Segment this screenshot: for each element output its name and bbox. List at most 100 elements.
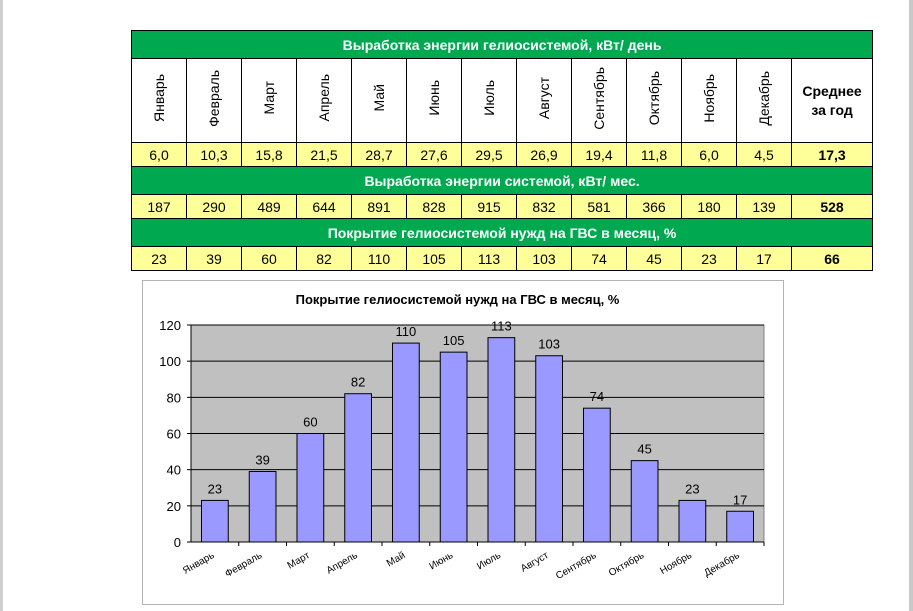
month-label: Декабрь — [756, 70, 772, 126]
bar-8 — [535, 355, 563, 543]
x-tick-label: Июнь — [428, 550, 456, 572]
value-cell: 15,8 — [241, 142, 297, 167]
month-header-6: Июнь — [406, 58, 462, 143]
month-header-3: Март — [241, 58, 297, 143]
value-cell: 6,0 — [131, 142, 187, 167]
value-cell: 74 — [571, 246, 627, 271]
data-label: 113 — [491, 319, 512, 334]
month-header-12: Декабрь — [736, 58, 792, 143]
bar-6 — [439, 351, 468, 543]
month-header-8: Август — [516, 58, 572, 143]
daily-energy-row: 6,0 10,3 15,8 21,5 28,7 27,6 29,5 26,9 19,4 11,8 6… — [131, 142, 874, 167]
month-label: Апрель — [316, 74, 332, 122]
annual-average-label-line1: Среднее — [802, 82, 862, 99]
value-cell: 82 — [296, 246, 352, 271]
x-tick-label: Май — [385, 550, 407, 569]
month-header-11: Ноябрь — [681, 58, 737, 143]
y-tick-label: 20 — [167, 499, 181, 514]
month-header-10: Октябрь — [626, 58, 682, 143]
value-cell: 45 — [626, 246, 682, 271]
data-label: 110 — [396, 324, 417, 339]
bar-9 — [583, 407, 611, 543]
month-header-5: Май — [351, 58, 407, 143]
average-value-cell: 66 — [790, 246, 874, 271]
value-cell: 23 — [681, 246, 737, 271]
average-value-cell: 17,3 — [790, 142, 874, 167]
month-header-7: Июль — [461, 58, 517, 143]
y-tick-label: 100 — [159, 354, 181, 369]
value-cell: 28,7 — [351, 142, 407, 167]
x-tick-label: Март — [286, 550, 313, 572]
value-cell: 187 — [131, 194, 187, 219]
bar-1 — [201, 499, 229, 543]
x-tick-label: Апрель — [325, 550, 360, 576]
monthly-energy-row: 187 290 489 644 891 828 915 832 581 366 180 139 528 — [131, 194, 874, 219]
y-tick-label: 120 — [159, 318, 181, 333]
coverage-header: Покрытие гелиосистемой нужд на ГВС в мес… — [130, 218, 874, 247]
month-header-2: Февраль — [186, 58, 242, 143]
bar-7 — [487, 337, 516, 543]
y-tick-label: 60 — [167, 427, 181, 442]
x-tick-label: Июль — [475, 550, 503, 572]
value-cell: 105 — [406, 246, 462, 271]
data-label: 74 — [590, 389, 604, 404]
bar-2 — [248, 470, 277, 543]
value-cell: 27,6 — [406, 142, 462, 167]
month-label: Август — [536, 76, 552, 120]
value-cell: 366 — [626, 194, 682, 219]
month-label: Ноябрь — [701, 73, 717, 123]
data-label: 45 — [637, 442, 651, 457]
coverage-chart-frame: Покрытие гелиосистемой нужд на ГВС в мес… — [142, 280, 784, 605]
data-label: 60 — [303, 415, 317, 430]
value-cell: 39 — [186, 246, 242, 271]
annual-average-header: Среднее за год — [790, 58, 874, 143]
value-cell: 60 — [241, 246, 297, 271]
value-cell: 6,0 — [681, 142, 737, 167]
monthly-energy-header: Выработка энергии системой, кВт/ мес. — [130, 166, 874, 195]
month-header-9: Сентябрь — [571, 58, 627, 143]
value-cell: 19,4 — [571, 142, 627, 167]
value-cell: 581 — [571, 194, 627, 219]
bar-10 — [630, 460, 659, 543]
bar-3 — [296, 433, 325, 543]
month-label: Май — [371, 84, 387, 112]
value-cell: 180 — [681, 194, 737, 219]
coverage-row: 23 39 60 82 110 105 113 103 74 45 23 17 66 — [131, 246, 874, 271]
value-cell: 10,3 — [186, 142, 242, 167]
month-header-4: Апрель — [296, 58, 352, 143]
value-cell: 644 — [296, 194, 352, 219]
value-cell: 4,5 — [736, 142, 792, 167]
month-label: Февраль — [206, 69, 222, 127]
month-label: Июль — [481, 80, 497, 116]
value-cell: 29,5 — [461, 142, 517, 167]
value-cell: 23 — [131, 246, 187, 271]
daily-energy-header: Выработка энергии гелиосистемой, кВт/ де… — [130, 30, 874, 59]
value-cell: 26,9 — [516, 142, 572, 167]
solar-energy-table: Выработка энергии гелиосистемой, кВт/ де… — [130, 30, 874, 271]
bar-11 — [678, 499, 707, 543]
x-tick-label: Январь — [181, 550, 216, 577]
value-cell: 103 — [516, 246, 572, 271]
month-label: Январь — [151, 74, 167, 122]
x-tick-label: Сентябрь — [554, 549, 599, 582]
bar-5 — [392, 342, 420, 543]
data-label: 39 — [255, 452, 269, 467]
window-left-edge — [0, 0, 3, 611]
month-label: Март — [261, 81, 277, 115]
value-cell: 21,5 — [296, 142, 352, 167]
y-tick-label: 40 — [167, 463, 181, 478]
x-tick-label: Август — [519, 550, 551, 575]
x-tick-label: Декабрь — [702, 549, 742, 579]
value-cell: 489 — [241, 194, 297, 219]
average-value-cell: 528 — [790, 194, 874, 219]
value-cell: 113 — [461, 246, 517, 271]
value-cell: 11,8 — [626, 142, 682, 167]
value-cell: 110 — [351, 246, 407, 271]
months-header-row: Январь Февраль Март Апрель Май Июнь Июль Август… — [131, 58, 874, 143]
x-tick-label: Октябрь — [607, 549, 647, 579]
y-tick-label: 0 — [174, 535, 181, 550]
data-label: 105 — [443, 333, 465, 348]
data-label: 82 — [351, 375, 365, 390]
bar-12 — [726, 510, 754, 543]
value-cell: 139 — [736, 194, 792, 219]
